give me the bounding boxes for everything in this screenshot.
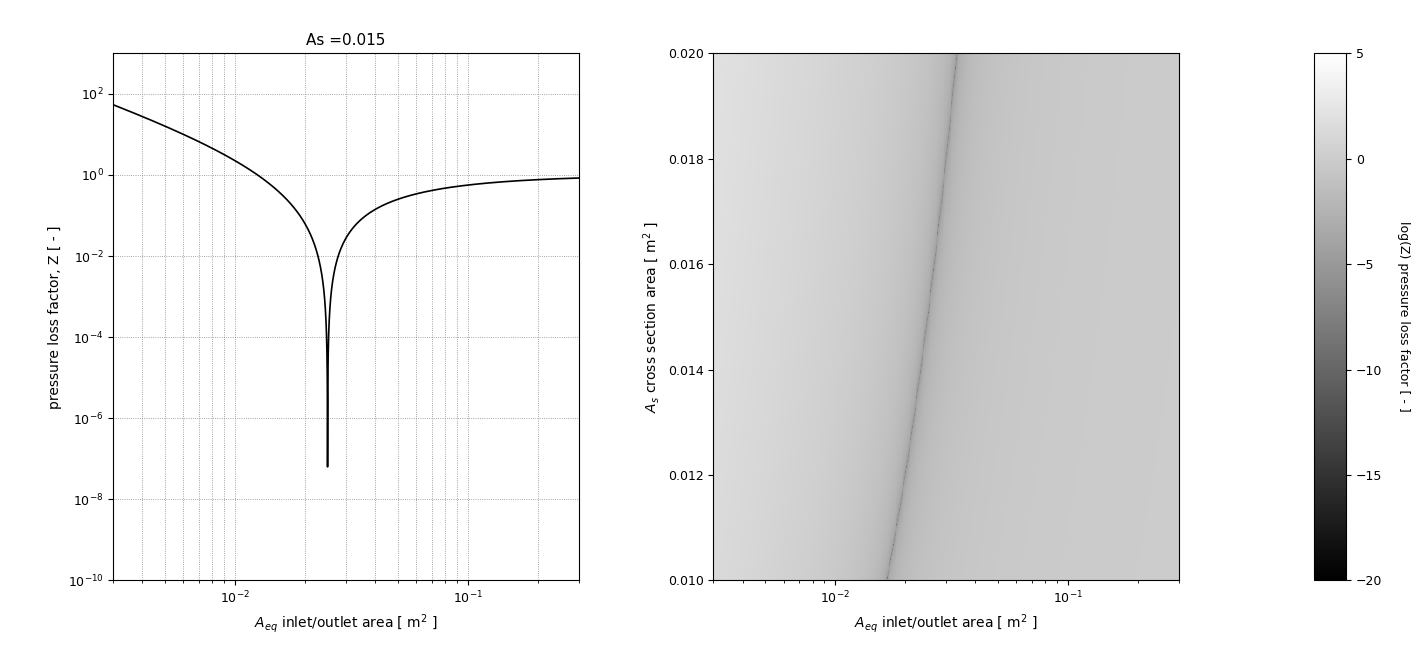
X-axis label: $A_{eq}$ inlet/outlet area [ m$^2$ ]: $A_{eq}$ inlet/outlet area [ m$^2$ ] [254, 612, 438, 635]
Title: As =0.015: As =0.015 [306, 33, 385, 48]
Y-axis label: log(Z) pressure loss factor [ - ]: log(Z) pressure loss factor [ - ] [1397, 221, 1410, 412]
Y-axis label: pressure loss factor, Z [ - ]: pressure loss factor, Z [ - ] [48, 225, 62, 409]
Y-axis label: $A_s$ cross section area [ m$^2$ ]: $A_s$ cross section area [ m$^2$ ] [642, 221, 662, 413]
X-axis label: $A_{eq}$ inlet/outlet area [ m$^2$ ]: $A_{eq}$ inlet/outlet area [ m$^2$ ] [854, 612, 1039, 635]
